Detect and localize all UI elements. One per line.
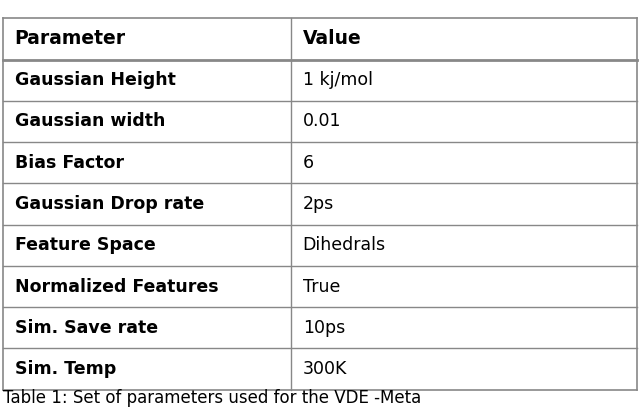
Text: Bias Factor: Bias Factor xyxy=(15,154,124,172)
Text: Gaussian Height: Gaussian Height xyxy=(15,71,175,89)
Text: Gaussian Drop rate: Gaussian Drop rate xyxy=(15,195,204,213)
Text: Feature Space: Feature Space xyxy=(15,236,156,254)
Text: 6: 6 xyxy=(303,154,314,172)
Text: 0.01: 0.01 xyxy=(303,113,341,131)
Text: Parameter: Parameter xyxy=(15,29,126,49)
Text: Sim. Temp: Sim. Temp xyxy=(15,360,116,378)
Text: 300K: 300K xyxy=(303,360,347,378)
Text: 10ps: 10ps xyxy=(303,319,345,337)
Text: 1 kj/mol: 1 kj/mol xyxy=(303,71,372,89)
Text: Value: Value xyxy=(303,29,362,49)
Text: True: True xyxy=(303,277,340,295)
Text: 2ps: 2ps xyxy=(303,195,334,213)
Text: Dihedrals: Dihedrals xyxy=(303,236,386,254)
Text: Gaussian width: Gaussian width xyxy=(15,113,165,131)
Text: Normalized Features: Normalized Features xyxy=(15,277,218,295)
Text: Sim. Save rate: Sim. Save rate xyxy=(15,319,158,337)
Text: Table 1: Set of parameters used for the VDE -Meta: Table 1: Set of parameters used for the … xyxy=(3,389,422,407)
